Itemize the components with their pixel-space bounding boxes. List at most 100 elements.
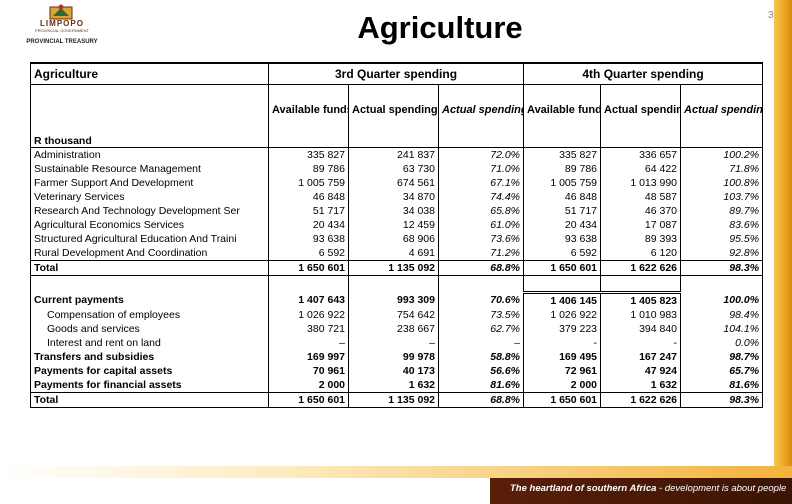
col-header-pct-q4: Actual spending as % of Total Available	[680, 84, 764, 135]
table-spacer-row	[30, 275, 764, 294]
table-row: Structured Agricultural Education And Tr…	[30, 232, 764, 246]
cell-value: 1 026 922	[268, 308, 349, 322]
cell-value: 67.1%	[437, 176, 525, 190]
cell-value: 20 434	[268, 218, 349, 232]
cell-value: 336 657	[600, 147, 682, 162]
cell-value: 46 848	[523, 190, 602, 204]
cell-value: 93 638	[523, 232, 602, 246]
cell-value: 1 005 759	[268, 176, 349, 190]
col-header-available-q3: Available funds*	[268, 84, 349, 135]
cell-value: 17 087	[600, 218, 682, 232]
table-row: Payments for capital assets 70 961 40 173 5…	[30, 364, 764, 378]
row-label: Veterinary Services	[30, 190, 269, 204]
cell-value: 71.0%	[437, 162, 525, 176]
cell-value: 1 622 626	[600, 392, 682, 408]
cell-value: 380 721	[268, 322, 349, 336]
logo-government-text: PROVINCIAL GOVERNMENT	[35, 28, 89, 33]
cell-value: 0.0%	[680, 336, 764, 350]
cell-value: 48 587	[600, 190, 682, 204]
row-label: Structured Agricultural Education And Tr…	[30, 232, 269, 246]
cell-value: –	[437, 336, 525, 350]
cell-value: -	[523, 336, 602, 350]
row-label: Total	[30, 392, 269, 408]
cell-value: 73.5%	[437, 308, 525, 322]
cell-value: 51 717	[268, 204, 349, 218]
cell-value: 70.6%	[437, 292, 525, 308]
row-label: Total	[30, 260, 269, 276]
row-label: Agricultural Economics Services	[30, 218, 269, 232]
cell-value: 394 840	[600, 322, 682, 336]
cell-value: 89 786	[523, 162, 602, 176]
decorative-side-bar	[774, 0, 792, 504]
cell-value: 1 135 092	[348, 260, 439, 276]
table-group-header-row: Agriculture 3rd Quarter spending 4th Qua…	[30, 62, 764, 85]
row-label: Transfers and subsidies	[30, 350, 269, 364]
table-unit-row: R thousand	[30, 135, 764, 148]
row-label: Interest and rent on land	[30, 336, 269, 350]
cell-value: 754 642	[348, 308, 439, 322]
cell-value: 72 961	[523, 364, 602, 378]
cell-value: 2 000	[523, 378, 602, 393]
cell-value: 34 870	[348, 190, 439, 204]
cell-value: 241 837	[348, 147, 439, 162]
cell-value: 6 120	[600, 246, 682, 261]
limpopo-treasury-logo: LIMPOPO PROVINCIAL GOVERNMENT PROVINCIAL…	[8, 4, 120, 54]
row-label: Goods and services	[30, 322, 269, 336]
spending-table: Agriculture 3rd Quarter spending 4th Qua…	[30, 62, 764, 408]
cell-value: 674 561	[348, 176, 439, 190]
cell-value: 81.6%	[680, 378, 764, 393]
logo-department-text: PROVINCIAL TREASURY	[26, 39, 98, 45]
cell-value: 99 978	[348, 350, 439, 364]
cell-value: 993 309	[348, 292, 439, 308]
cell-value: 1 406 145	[523, 292, 602, 308]
cell-value: 6 592	[268, 246, 349, 261]
cell-value: 58.8%	[437, 350, 525, 364]
cell-value: 89.7%	[680, 204, 764, 218]
group-header-q4: 4th Quarter spending	[523, 62, 764, 85]
table-row: Research And Technology Development Ser 5…	[30, 204, 764, 218]
unit-label: R thousand	[30, 135, 269, 148]
cell-value: 20 434	[523, 218, 602, 232]
cell-value: 40 173	[348, 364, 439, 378]
cell-value: 65.8%	[437, 204, 525, 218]
row-label: Current payments	[30, 292, 269, 308]
cell-value: 1 650 601	[268, 260, 349, 276]
cell-value: 335 827	[523, 147, 602, 162]
cell-value: 100.2%	[680, 147, 764, 162]
cell-value: 104.1%	[680, 322, 764, 336]
cell-value: 64 422	[600, 162, 682, 176]
cell-value: 61.0%	[437, 218, 525, 232]
table-row: Veterinary Services 46 848 34 870 74.4% 46 8…	[30, 190, 764, 204]
cell-value: 169 495	[523, 350, 602, 364]
cell-value: 1 005 759	[523, 176, 602, 190]
cell-value: 68.8%	[437, 392, 525, 408]
footer-banner	[490, 478, 792, 504]
table-row: Payments for financial assets 2 000 1 632 8…	[30, 378, 764, 393]
cell-value: 1 622 626	[600, 260, 682, 276]
table-row: Current payments 1 407 643 993 309 70.6% 1 4…	[30, 292, 764, 308]
cell-value: 335 827	[268, 147, 349, 162]
cell-value: –	[268, 336, 349, 350]
cell-value: 46 848	[268, 190, 349, 204]
cell-value: 6 592	[523, 246, 602, 261]
cell-value: 83.6%	[680, 218, 764, 232]
cell-value: 1 407 643	[268, 292, 349, 308]
cell-value: 100.0%	[680, 292, 764, 308]
row-label: Rural Development And Coordination	[30, 246, 269, 261]
cell-value: 71.8%	[680, 162, 764, 176]
cell-value: 92.8%	[680, 246, 764, 261]
row-label: Payments for financial assets	[30, 378, 269, 393]
slide-title: Agriculture	[357, 10, 523, 45]
cell-value: 12 459	[348, 218, 439, 232]
cell-value: 89 786	[268, 162, 349, 176]
cell-value: 65.7%	[680, 364, 764, 378]
cell-value: 98.3%	[680, 260, 764, 276]
cell-value: 95.5%	[680, 232, 764, 246]
cell-value: 71.2%	[437, 246, 525, 261]
row-label: Administration	[30, 147, 269, 162]
table-corner-label: Agriculture	[30, 62, 269, 85]
cell-value: 1 632	[600, 378, 682, 393]
row-label: Research And Technology Development Ser	[30, 204, 269, 218]
cell-value: 2 000	[268, 378, 349, 393]
footer-tagline-bold: The heartland of southern Africa	[510, 483, 657, 494]
